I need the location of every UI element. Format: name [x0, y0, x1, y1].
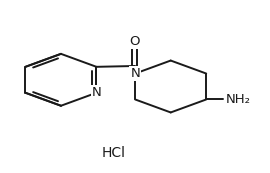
Text: N: N	[130, 67, 140, 80]
Text: NH₂: NH₂	[226, 93, 251, 106]
Text: O: O	[130, 35, 140, 48]
Text: N: N	[92, 86, 101, 99]
Text: HCl: HCl	[102, 147, 126, 161]
